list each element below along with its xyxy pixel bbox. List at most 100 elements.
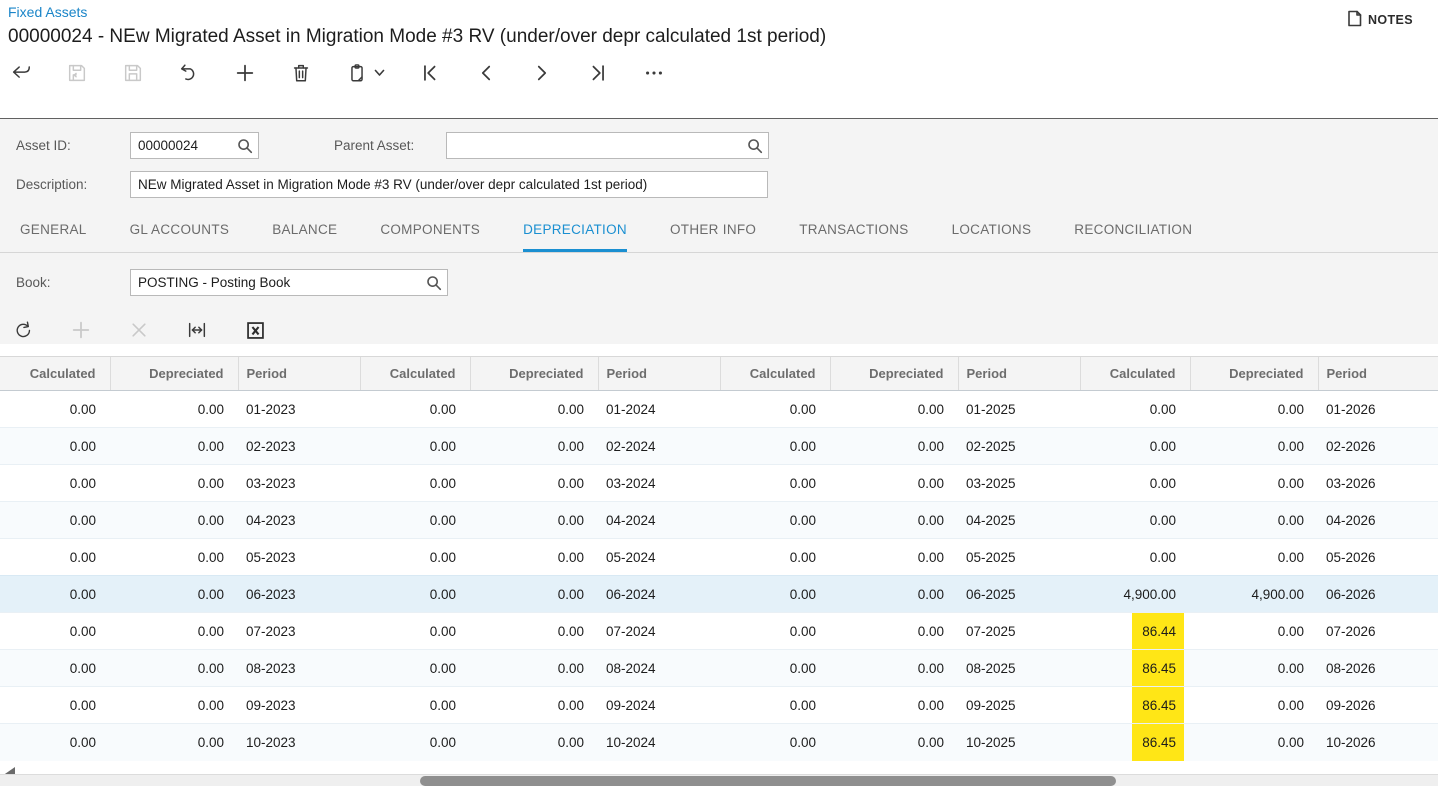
cell-depreciated[interactable]: 0.00: [470, 464, 598, 502]
cell-period[interactable]: 10-2024: [598, 723, 720, 761]
column-header-depreciated[interactable]: Depreciated: [829, 356, 958, 391]
cell-period[interactable]: 08-2025: [958, 649, 1080, 687]
cell-depreciated[interactable]: 0.00: [830, 612, 958, 650]
notes-button[interactable]: NOTES: [1347, 10, 1413, 30]
cell-calculated[interactable]: 0.00: [720, 686, 830, 724]
cell-depreciated[interactable]: 0.00: [470, 686, 598, 724]
cell-calculated[interactable]: 0.00: [0, 575, 110, 613]
cell-depreciated[interactable]: 0.00: [110, 723, 238, 761]
cell-depreciated[interactable]: 0.00: [470, 501, 598, 539]
cell-period[interactable]: 01-2024: [606, 401, 656, 417]
cell-period[interactable]: 07-2025: [958, 612, 1080, 650]
cell-calculated[interactable]: 0.00: [720, 575, 830, 613]
cell-period[interactable]: 02-2025: [958, 427, 1080, 465]
table-row[interactable]: 0.00 0.00 10-2023 0.00 0.00 10-2024 0.00 0.00 10…: [0, 723, 1438, 761]
column-header-period[interactable]: Period: [237, 356, 360, 391]
cell-depreciated[interactable]: 0.00: [470, 575, 598, 613]
save-and-close-button[interactable]: [66, 62, 88, 84]
go-next-button[interactable]: [531, 62, 553, 84]
search-icon[interactable]: [747, 138, 763, 159]
cell-calculated[interactable]: 0.00: [0, 501, 110, 539]
cell-calculated[interactable]: 0.00: [1149, 401, 1176, 417]
insert-record-button[interactable]: [234, 62, 256, 84]
cell-period[interactable]: 04-2025: [958, 501, 1080, 539]
cell-period[interactable]: 09-2025: [958, 686, 1080, 724]
cell-calculated[interactable]: 0.00: [1080, 501, 1190, 539]
cell-period[interactable]: 02-2023: [238, 427, 360, 465]
cell-depreciated[interactable]: 0.00: [110, 575, 238, 613]
column-header-depreciated[interactable]: Depreciated: [109, 356, 238, 391]
cell-period[interactable]: 01-2025: [966, 401, 1016, 417]
cell-depreciated[interactable]: 0.00: [1190, 686, 1318, 724]
fit-to-screen-icon[interactable]: [186, 319, 208, 341]
cell-depreciated[interactable]: 0.00: [830, 649, 958, 687]
search-icon[interactable]: [426, 275, 442, 296]
cell-depreciated[interactable]: 0.00: [470, 723, 598, 761]
cell-calculated[interactable]: 86.45: [1080, 686, 1190, 724]
cell-calculated[interactable]: 0.00: [360, 649, 470, 687]
cell-depreciated[interactable]: 0.00: [470, 649, 598, 687]
copy-paste-dropdown[interactable]: [373, 62, 385, 84]
cell-depreciated[interactable]: 0.00: [110, 464, 238, 502]
table-row[interactable]: 0.00 0.00 01-2023 0.00 0.00 01-2024 0.00 0.00 01…: [0, 390, 1438, 428]
cell-depreciated[interactable]: 4,900.00: [1190, 575, 1318, 613]
cell-period[interactable]: 02-2024: [598, 427, 720, 465]
cell-period[interactable]: 01-2023: [246, 401, 296, 417]
cell-period[interactable]: 08-2026: [1318, 649, 1438, 687]
cell-period[interactable]: 03-2025: [958, 464, 1080, 502]
cell-calculated[interactable]: 0.00: [360, 723, 470, 761]
delete-record-button[interactable]: [290, 62, 312, 84]
search-icon[interactable]: [237, 138, 253, 159]
cell-period[interactable]: 09-2023: [238, 686, 360, 724]
add-row-button[interactable]: [70, 319, 92, 341]
cell-calculated[interactable]: 86.44: [1080, 612, 1190, 650]
cell-period[interactable]: 01-2026: [1326, 401, 1376, 417]
export-to-excel-icon[interactable]: [244, 319, 266, 341]
cell-depreciated[interactable]: 0.00: [830, 464, 958, 502]
table-row[interactable]: 0.00 0.00 09-2023 0.00 0.00 09-2024 0.00 0.00 09…: [0, 686, 1438, 724]
tab-depreciation[interactable]: DEPRECIATION: [523, 210, 627, 252]
go-back-button[interactable]: [10, 62, 32, 84]
cell-depreciated[interactable]: 0.00: [830, 686, 958, 724]
breadcrumb[interactable]: Fixed Assets: [8, 4, 88, 20]
cell-calculated[interactable]: 0.00: [720, 649, 830, 687]
cell-depreciated[interactable]: 0.00: [830, 723, 958, 761]
cell-calculated[interactable]: 0.00: [720, 723, 830, 761]
cell-calculated[interactable]: 0.00: [360, 538, 470, 576]
column-header-calculated[interactable]: Calculated: [719, 356, 830, 391]
cell-period[interactable]: 06-2025: [958, 575, 1080, 613]
cell-calculated[interactable]: 86.45: [1080, 649, 1190, 687]
cell-calculated[interactable]: 0.00: [0, 649, 110, 687]
tab-reconciliation[interactable]: RECONCILIATION: [1074, 222, 1193, 237]
go-first-button[interactable]: [419, 62, 441, 84]
description-input[interactable]: [131, 172, 767, 197]
cell-calculated[interactable]: 0.00: [720, 538, 830, 576]
cell-calculated[interactable]: 0.00: [360, 427, 470, 465]
horizontal-scrollbar[interactable]: [0, 774, 1438, 786]
cell-period[interactable]: 04-2026: [1318, 501, 1438, 539]
cell-period[interactable]: 05-2024: [598, 538, 720, 576]
column-header-calculated[interactable]: Calculated: [0, 356, 110, 391]
table-row[interactable]: 0.00 0.00 04-2023 0.00 0.00 04-2024 0.00 0.00 04…: [0, 501, 1438, 539]
go-previous-button[interactable]: [475, 62, 497, 84]
cell-calculated[interactable]: 0.00: [0, 538, 110, 576]
cell-calculated[interactable]: 0.00: [720, 427, 830, 465]
cell-depreciated[interactable]: 0.00: [110, 501, 238, 539]
cell-calculated[interactable]: 0.00: [360, 501, 470, 539]
cell-calculated[interactable]: 0.00: [0, 464, 110, 502]
cell-period[interactable]: 10-2025: [958, 723, 1080, 761]
cell-period[interactable]: 02-2026: [1318, 427, 1438, 465]
column-header-calculated[interactable]: Calculated: [1079, 356, 1190, 391]
cell-depreciated[interactable]: 0.00: [470, 612, 598, 650]
cell-calculated[interactable]: 0.00: [429, 401, 456, 417]
cell-period[interactable]: 08-2024: [598, 649, 720, 687]
cell-depreciated[interactable]: 0.00: [1277, 401, 1304, 417]
cell-depreciated[interactable]: 0.00: [110, 538, 238, 576]
refresh-button[interactable]: [12, 319, 34, 341]
delete-row-button[interactable]: [128, 319, 150, 341]
cell-period[interactable]: 06-2024: [598, 575, 720, 613]
cell-period[interactable]: 09-2024: [598, 686, 720, 724]
cell-depreciated[interactable]: 0.00: [1190, 723, 1318, 761]
cell-depreciated[interactable]: 0.00: [470, 427, 598, 465]
cell-depreciated[interactable]: 0.00: [830, 427, 958, 465]
